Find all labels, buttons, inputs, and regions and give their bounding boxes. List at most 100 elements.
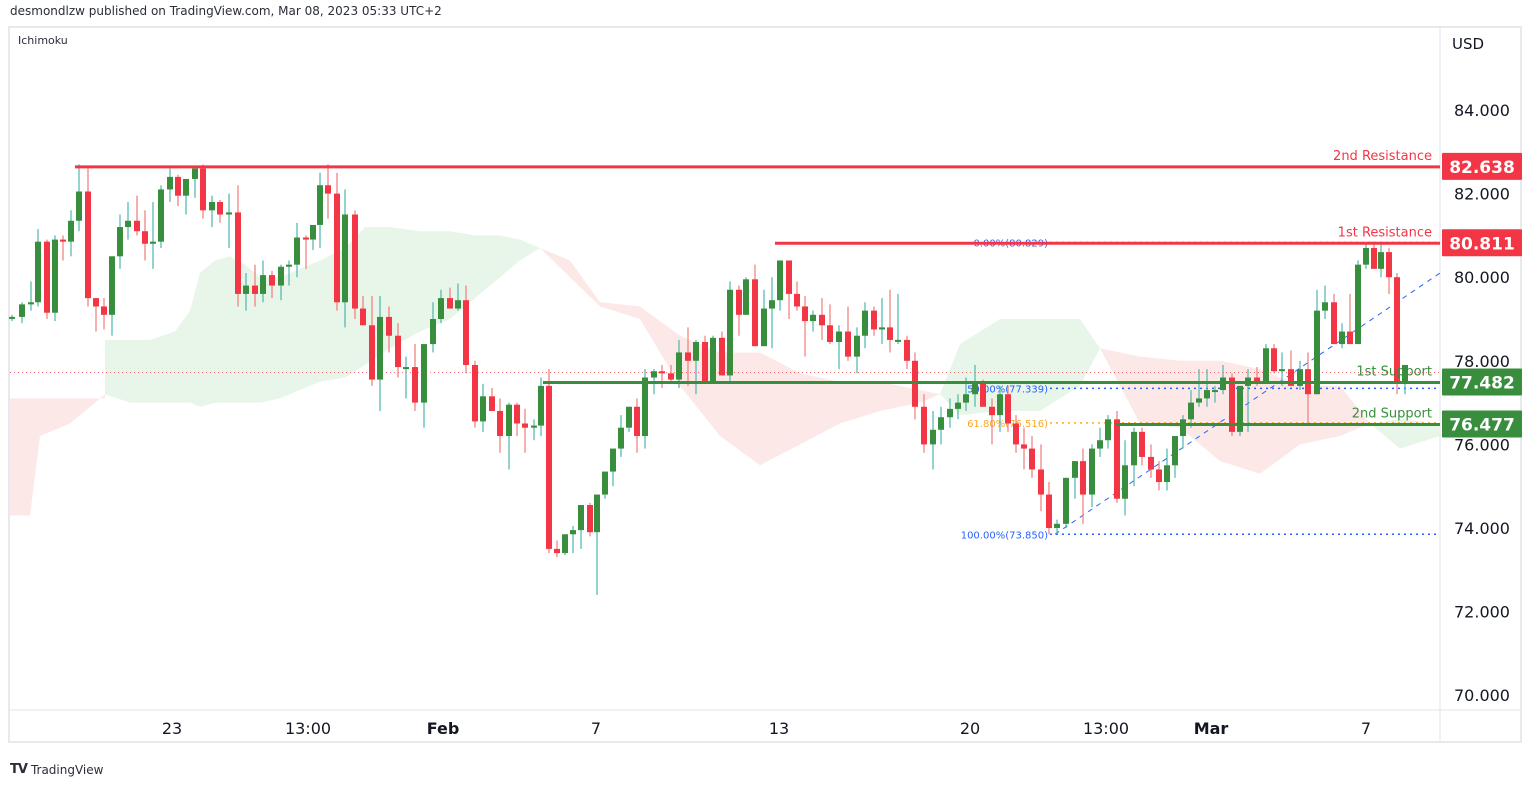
candle-body	[538, 385, 544, 426]
candle-body	[125, 220, 131, 228]
candle-body	[352, 214, 358, 309]
candle-body	[1072, 461, 1078, 478]
candle-body	[1097, 440, 1103, 449]
candle-body	[827, 325, 833, 342]
candle-body	[719, 337, 725, 376]
candle-body	[395, 335, 401, 368]
candle-body	[587, 505, 593, 533]
candle-body	[1180, 419, 1186, 437]
candle-body	[52, 239, 58, 313]
candle-body	[777, 260, 783, 301]
candle-body	[702, 341, 708, 382]
candle-body	[676, 352, 682, 380]
candle-body	[659, 371, 665, 374]
candle-body	[497, 410, 503, 437]
candle-body	[1237, 385, 1243, 432]
candle-body	[769, 300, 775, 309]
candle-body	[489, 396, 495, 411]
candle-body	[904, 339, 910, 361]
candle-body	[554, 548, 560, 554]
candle-body	[761, 308, 767, 347]
candle-body	[480, 396, 486, 422]
candle-body	[602, 471, 608, 495]
candle-body	[117, 227, 123, 257]
candle-body	[1029, 448, 1035, 470]
candle-body	[997, 394, 1003, 416]
candle-body	[626, 406, 632, 428]
candle-body	[693, 341, 699, 361]
candle-body	[642, 377, 648, 437]
candle-body	[1105, 419, 1111, 441]
brand-label: TradingView	[30, 762, 104, 777]
support-price-value: 76.477	[1449, 415, 1515, 435]
support-price-tag	[1442, 368, 1522, 396]
time-tick-label: Feb	[427, 719, 460, 738]
candle-body	[972, 383, 978, 395]
ichimoku-cloud-bearish	[540, 247, 940, 466]
candle-body	[60, 239, 66, 242]
time-tick-label: Mar	[1194, 719, 1229, 738]
candle-body	[651, 371, 657, 378]
candle-body	[403, 367, 409, 370]
candle-body	[472, 364, 478, 422]
candle-body	[342, 214, 348, 303]
candle-body	[455, 300, 461, 309]
candle-body	[810, 314, 816, 322]
candle-body	[438, 298, 444, 319]
candle-body	[421, 344, 427, 403]
price-tick-label: 80.000	[1454, 268, 1510, 287]
candle-body	[44, 241, 50, 313]
candle-body	[360, 308, 366, 326]
resistance-price-value: 82.638	[1449, 158, 1515, 178]
price-tick-label: 72.000	[1454, 603, 1510, 622]
tradingview-brand[interactable]: TV TradingView	[10, 762, 103, 777]
candle-body	[183, 178, 189, 196]
candle-body	[1322, 302, 1328, 311]
candle-body	[634, 406, 640, 437]
candle-body	[109, 256, 115, 315]
candle-body	[134, 220, 140, 232]
candle-body	[217, 201, 223, 215]
candle-body	[1063, 477, 1069, 524]
candle-body	[836, 331, 842, 342]
candle-body	[317, 185, 323, 225]
candle-body	[377, 316, 383, 380]
candle-body	[175, 176, 181, 196]
candle-body	[1148, 456, 1154, 470]
candle-body	[294, 237, 300, 265]
candle-body	[192, 168, 198, 179]
candle-body	[167, 176, 173, 190]
candle-body	[1005, 394, 1011, 424]
candle-body	[310, 224, 316, 240]
candle-body	[463, 300, 469, 365]
resistance-price-tag	[1442, 152, 1522, 180]
candle-body	[447, 298, 453, 309]
candle-body	[594, 494, 600, 533]
candle-body	[1131, 431, 1137, 466]
candle-body	[412, 367, 418, 403]
candle-body	[19, 304, 25, 317]
candle-body	[1279, 369, 1285, 372]
candle-body	[386, 316, 392, 336]
fib-level-label: 100.00%(73.850)	[961, 530, 1048, 541]
price-tick-label: 82.000	[1454, 185, 1510, 204]
candle-body	[786, 260, 792, 294]
indicator-legend[interactable]: Ichimoku	[18, 34, 68, 47]
candle-body	[1355, 264, 1361, 345]
candle-body	[430, 319, 436, 345]
candle-body	[1263, 348, 1269, 382]
candle-body	[845, 331, 851, 357]
price-tick-label: 70.000	[1454, 686, 1510, 705]
candle-body	[1288, 369, 1294, 386]
candle-body	[1254, 377, 1260, 382]
candle-body	[752, 279, 758, 347]
currency-label: USD	[1452, 35, 1484, 53]
candle-body	[9, 316, 15, 319]
support-label: 2nd Support	[1352, 406, 1432, 421]
candle-body	[142, 231, 148, 244]
candle-body	[938, 417, 944, 430]
candle-body	[668, 373, 674, 380]
candle-body	[879, 327, 885, 330]
candle-body	[854, 335, 860, 357]
